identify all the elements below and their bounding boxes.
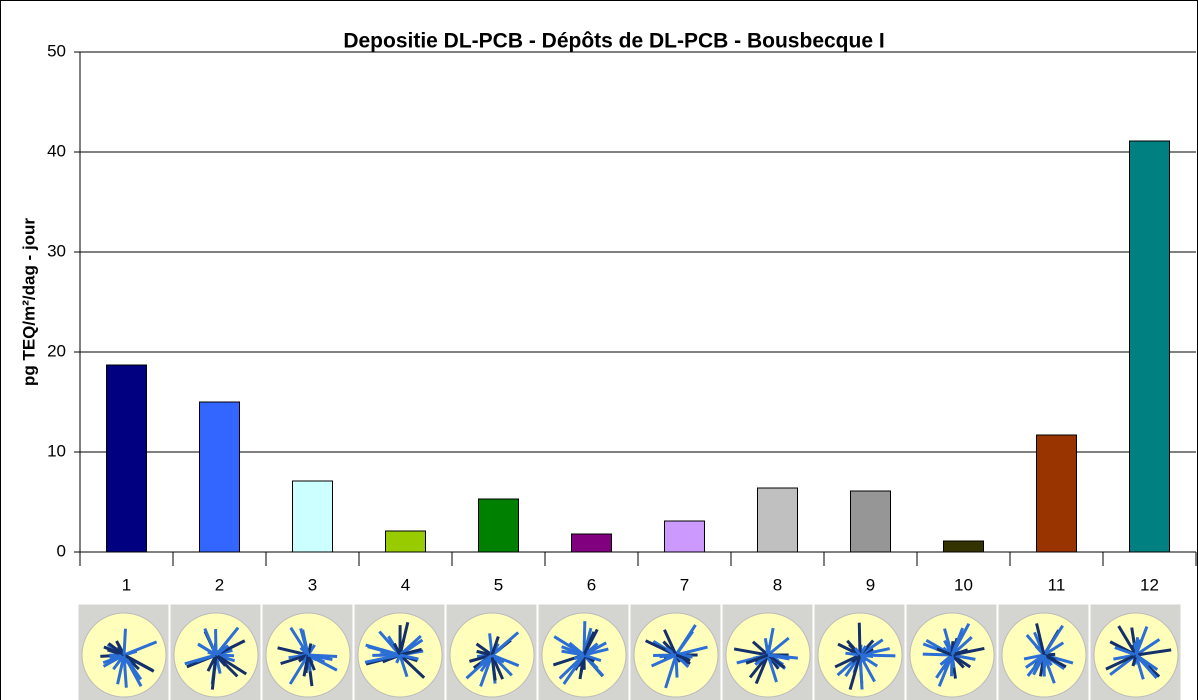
bar [479, 499, 519, 552]
x-tick-label: 1 [122, 575, 131, 594]
x-tick-label: 8 [773, 575, 782, 594]
y-tick-label: 10 [47, 441, 66, 460]
bar [944, 541, 984, 552]
bar [200, 402, 240, 552]
rose-spoke [860, 655, 869, 656]
chart: Depositie DL-PCB - Dépôts de DL-PCB - Bo… [0, 0, 1198, 700]
bar [1130, 141, 1170, 552]
wind-roses [78, 604, 1181, 700]
x-tick-label: 7 [680, 575, 689, 594]
x-tick-label: 4 [401, 575, 410, 594]
y-tick-label: 0 [57, 541, 66, 560]
x-tick-label: 11 [1048, 575, 1066, 594]
rose-spoke [1136, 637, 1138, 655]
x-tick-label: 6 [587, 575, 596, 594]
bar [293, 481, 333, 552]
x-tick-label: 12 [1140, 575, 1159, 594]
bar [386, 531, 426, 552]
y-tick-label: 40 [47, 141, 66, 160]
x-tick-label: 2 [215, 575, 224, 594]
rose-spoke [859, 623, 860, 655]
bar [1037, 435, 1077, 552]
y-tick-label: 20 [47, 341, 66, 360]
x-tick-label: 3 [308, 575, 317, 594]
x-tick-label: 5 [494, 575, 503, 594]
bar [758, 488, 798, 552]
bar [107, 365, 147, 552]
chart-frame [1, 1, 1198, 700]
bar [665, 521, 705, 552]
chart-title: Depositie DL-PCB - Dépôts de DL-PCB - Bo… [343, 30, 884, 53]
y-tick-label: 50 [47, 41, 66, 60]
y-tick-label: 30 [47, 241, 66, 260]
y-axis-label: pg TEQ/m²/dag - jour [19, 218, 38, 386]
bar [851, 491, 891, 552]
rose-spoke [124, 629, 125, 655]
bar [572, 534, 612, 552]
x-tick-label: 9 [866, 575, 875, 594]
x-tick-label: 10 [954, 575, 973, 594]
